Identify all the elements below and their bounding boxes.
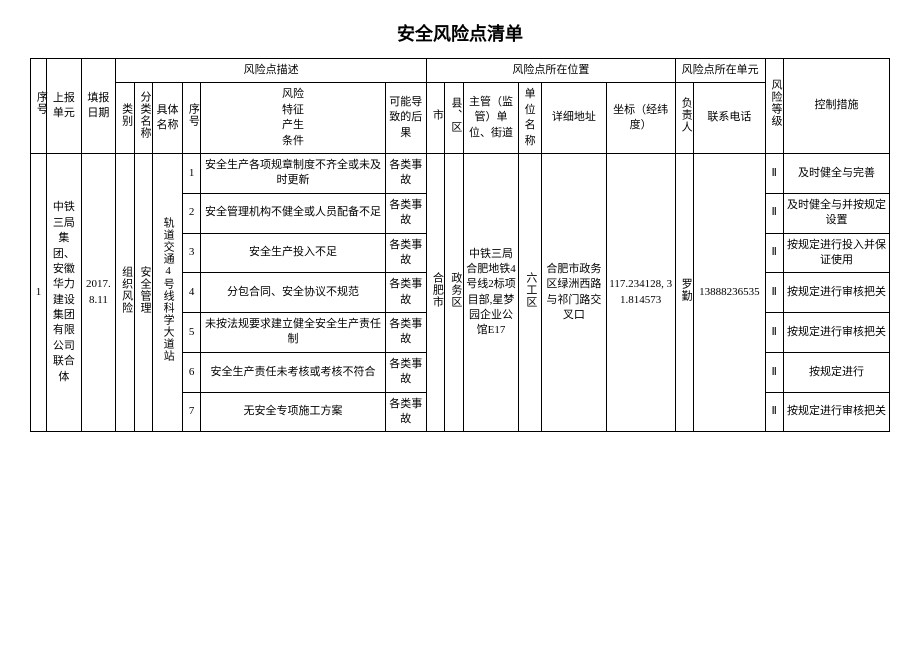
cell-feature: 无安全专项施工方案	[201, 392, 385, 432]
cell-sub-seq: 7	[182, 392, 200, 432]
cell-lvl: Ⅱ	[765, 313, 783, 353]
cell-feature: 分包合同、安全协议不规范	[201, 273, 385, 313]
cell-feature: 安全管理机构不健全或人员配备不足	[201, 193, 385, 233]
cell-cat: 组织风险	[116, 153, 134, 431]
hdr-desc-group: 风险点描述	[116, 59, 427, 83]
cell-supervisor: 中铁三局合肥地铁4号线2标项目部,星梦园企业公馆E17	[463, 153, 518, 431]
cell-responsible: 罗勤	[675, 153, 693, 431]
cell-cons: 各类事故	[385, 352, 426, 392]
cell-ctrl: 及时健全与完善	[783, 153, 889, 193]
cell-ctrl: 按规定进行审核把关	[783, 273, 889, 313]
cell-sub-seq: 5	[182, 313, 200, 353]
cell-feature: 未按法规要求建立健全安全生产责任制	[201, 313, 385, 353]
hdr-spec-name: 具体名称	[153, 83, 183, 154]
hdr-sub-seq: 序号	[182, 83, 200, 154]
page-title: 安全风险点清单	[30, 20, 890, 46]
hdr-class-name: 分类名称	[134, 83, 152, 154]
cell-lvl: Ⅱ	[765, 352, 783, 392]
cell-cons: 各类事故	[385, 193, 426, 233]
hdr-unit-name: 单位名称	[519, 83, 542, 154]
cell-cons: 各类事故	[385, 233, 426, 273]
cell-sub-seq: 3	[182, 233, 200, 273]
cell-lvl: Ⅱ	[765, 392, 783, 432]
cell-lvl: Ⅱ	[765, 153, 783, 193]
cell-report-unit: 中铁三局集团、安徽华力建设集团有限公司联合体	[47, 153, 82, 431]
cell-cons: 各类事故	[385, 153, 426, 193]
header-row-1: 序号 上报单元 填报日期 风险点描述 风险点所在位置 风险点所在单元 风险等级 …	[31, 59, 890, 83]
risk-table: 序号 上报单元 填报日期 风险点描述 风险点所在位置 风险点所在单元 风险等级 …	[30, 58, 890, 432]
cell-coord: 117.234128, 31.814573	[606, 153, 675, 431]
hdr-cat: 类别	[116, 83, 134, 154]
cell-spec-name: 轨道交通4号线科学大道站	[153, 153, 183, 431]
cell-sub-seq: 1	[182, 153, 200, 193]
hdr-control: 控制措施	[783, 59, 889, 154]
cell-cons: 各类事故	[385, 392, 426, 432]
hdr-feature: 风险 特征 产生 条件	[201, 83, 385, 154]
cell-sub-seq: 4	[182, 273, 200, 313]
cell-sub-seq: 2	[182, 193, 200, 233]
cell-phone: 13888236535	[694, 153, 765, 431]
hdr-fill-date: 填报日期	[81, 59, 116, 154]
cell-ctrl: 按规定进行审核把关	[783, 313, 889, 353]
cell-ctrl: 按规定进行投入并保证使用	[783, 233, 889, 273]
cell-class-name: 安全管理	[134, 153, 152, 431]
cell-feature: 安全生产各项规章制度不齐全或未及时更新	[201, 153, 385, 193]
cell-unit-name: 六工区	[519, 153, 542, 431]
cell-lvl: Ⅱ	[765, 233, 783, 273]
header-row-2: 类别 分类名称 具体名称 序号 风险 特征 产生 条件 可能导致的后果 市 县、…	[31, 83, 890, 154]
cell-sub-seq: 6	[182, 352, 200, 392]
cell-lvl: Ⅱ	[765, 193, 783, 233]
table-row: 1 中铁三局集团、安徽华力建设集团有限公司联合体 2017.8.11 组织风险 …	[31, 153, 890, 193]
hdr-city: 市	[427, 83, 445, 154]
cell-city: 合肥市	[427, 153, 445, 431]
cell-cons: 各类事故	[385, 313, 426, 353]
cell-feature: 安全生产责任未考核或考核不符合	[201, 352, 385, 392]
cell-fill-date: 2017.8.11	[81, 153, 116, 431]
cell-ctrl: 按规定进行审核把关	[783, 392, 889, 432]
cell-address: 合肥市政务区绿洲西路与祁门路交叉口	[542, 153, 606, 431]
hdr-seq: 序号	[31, 59, 47, 154]
cell-feature: 安全生产投入不足	[201, 233, 385, 273]
cell-ctrl: 按规定进行	[783, 352, 889, 392]
hdr-responsible: 负责人	[675, 83, 693, 154]
hdr-address: 详细地址	[542, 83, 606, 154]
hdr-loc-group: 风险点所在位置	[427, 59, 676, 83]
hdr-report-unit: 上报单元	[47, 59, 82, 154]
cell-district: 政务区	[445, 153, 463, 431]
cell-cons: 各类事故	[385, 273, 426, 313]
hdr-unit-group: 风险点所在单元	[675, 59, 765, 83]
cell-lvl: Ⅱ	[765, 273, 783, 313]
hdr-supervisor: 主管（监管）单位、街道	[463, 83, 518, 154]
hdr-district: 县、区	[445, 83, 463, 154]
cell-seq: 1	[31, 153, 47, 431]
hdr-phone: 联系电话	[694, 83, 765, 154]
hdr-risk-level: 风险等级	[765, 59, 783, 154]
hdr-cons: 可能导致的后果	[385, 83, 426, 154]
hdr-coord: 坐标（经纬度）	[606, 83, 675, 154]
cell-ctrl: 及时健全与并按规定设置	[783, 193, 889, 233]
